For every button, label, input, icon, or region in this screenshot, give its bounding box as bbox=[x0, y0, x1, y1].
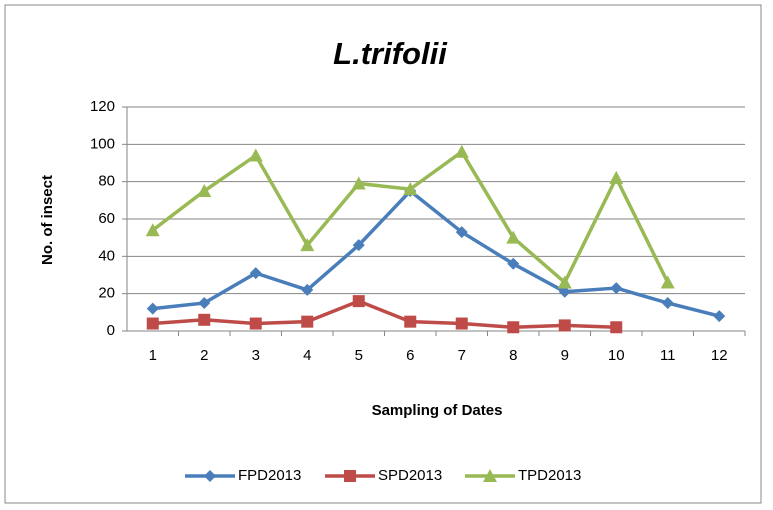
marker bbox=[609, 170, 624, 184]
y-tick-label: 0 bbox=[107, 322, 115, 339]
chart-title: L.trifolii bbox=[333, 36, 448, 71]
marker bbox=[198, 313, 211, 326]
marker bbox=[249, 317, 262, 330]
marker bbox=[351, 176, 366, 190]
marker bbox=[248, 148, 263, 162]
y-tick-label: 20 bbox=[98, 285, 115, 302]
y-axis-label: No. of insect bbox=[39, 175, 56, 265]
marker bbox=[344, 470, 356, 482]
marker bbox=[557, 275, 572, 289]
y-tick-label: 60 bbox=[98, 210, 115, 227]
x-tick-label: 9 bbox=[561, 347, 569, 364]
marker bbox=[301, 315, 314, 328]
marker bbox=[455, 317, 468, 330]
marker bbox=[455, 226, 468, 239]
marker bbox=[301, 283, 314, 296]
marker bbox=[506, 230, 521, 244]
legend-label: TPD2013 bbox=[518, 467, 581, 484]
marker bbox=[146, 317, 159, 330]
marker bbox=[146, 302, 159, 315]
x-tick-label: 10 bbox=[608, 347, 625, 364]
marker bbox=[713, 310, 726, 323]
y-tick-label: 80 bbox=[98, 173, 115, 190]
marker bbox=[198, 297, 211, 309]
marker bbox=[661, 297, 674, 309]
marker bbox=[558, 319, 571, 332]
x-tick-label: 4 bbox=[303, 347, 311, 364]
x-tick-label: 8 bbox=[509, 347, 517, 364]
marker bbox=[145, 223, 160, 237]
chart-border bbox=[4, 4, 762, 504]
marker bbox=[454, 144, 469, 158]
legend-label: FPD2013 bbox=[238, 467, 301, 484]
x-tick-label: 6 bbox=[406, 347, 414, 364]
series-line bbox=[152, 189, 720, 318]
marker bbox=[204, 470, 216, 482]
x-tick-label: 12 bbox=[711, 347, 728, 364]
marker bbox=[660, 275, 675, 289]
legend-label: SPD2013 bbox=[378, 467, 442, 484]
marker bbox=[610, 321, 623, 334]
y-tick-label: 100 bbox=[90, 135, 115, 152]
marker bbox=[507, 321, 520, 334]
marker bbox=[352, 239, 365, 252]
marker bbox=[403, 182, 418, 196]
x-tick-label: 1 bbox=[149, 347, 157, 364]
x-tick-label: 3 bbox=[252, 347, 260, 364]
marker bbox=[352, 295, 365, 308]
marker bbox=[483, 469, 497, 482]
marker bbox=[300, 238, 315, 252]
x-tick-label: 5 bbox=[355, 347, 363, 364]
x-tick-label: 2 bbox=[200, 347, 208, 364]
marker bbox=[197, 184, 212, 197]
y-tick-label: 40 bbox=[98, 247, 115, 264]
x-tick-label: 7 bbox=[458, 347, 466, 364]
marker bbox=[507, 257, 520, 270]
marker bbox=[404, 315, 417, 328]
marker bbox=[610, 282, 623, 295]
x-tick-label: 11 bbox=[660, 347, 676, 364]
series-line bbox=[152, 299, 617, 330]
marker bbox=[249, 267, 262, 280]
marker bbox=[558, 285, 571, 298]
y-tick-label: 120 bbox=[90, 98, 115, 115]
x-axis-label: Sampling of Dates bbox=[372, 402, 503, 419]
